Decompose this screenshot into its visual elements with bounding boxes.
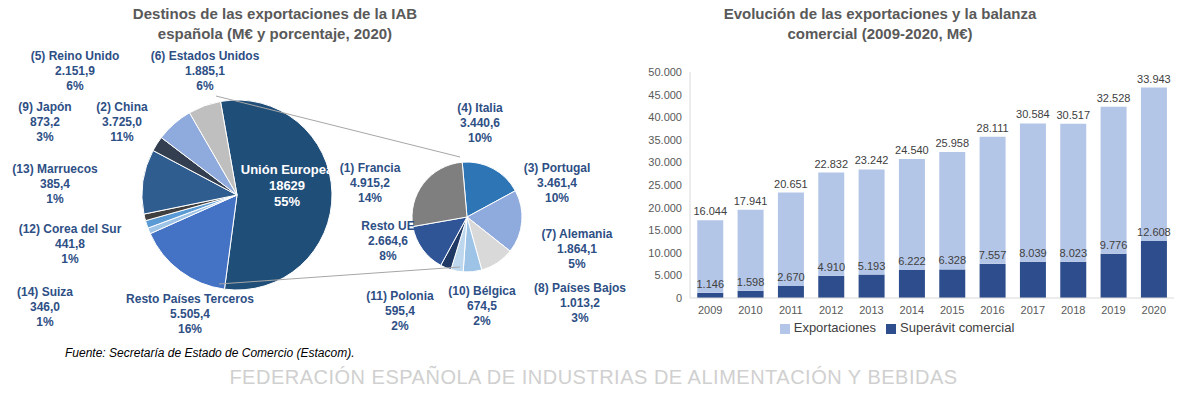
svg-text:2020: 2020	[1142, 304, 1166, 316]
svg-text:2010: 2010	[738, 304, 762, 316]
svg-text:24.540: 24.540	[895, 144, 929, 156]
svg-text:35.000: 35.000	[648, 134, 682, 146]
svg-text:(6) Estados Unidos1.885,16%: (6) Estados Unidos1.885,16%	[151, 49, 260, 93]
svg-text:2015: 2015	[940, 304, 964, 316]
svg-text:28.111: 28.111	[977, 122, 1009, 134]
svg-text:Resto UE2.664,68%: Resto UE2.664,68%	[361, 219, 414, 263]
svg-text:(7) Alemania1.864,15%: (7) Alemania1.864,15%	[542, 227, 613, 271]
svg-text:(11) Polonia595,42%: (11) Polonia595,42%	[366, 289, 434, 333]
html-text:Destinos de las exportaciones: Destinos de las exportaciones de la IAB …	[132, 5, 418, 42]
svg-text:17.941: 17.941	[734, 195, 768, 207]
svg-text:25.000: 25.000	[648, 179, 682, 191]
svg-text:2017: 2017	[1021, 304, 1045, 316]
html-text:Evolución de las exportaciones: Evolución de las exportaciones y la bala…	[723, 5, 1037, 42]
svg-text:8.039: 8.039	[1019, 247, 1047, 259]
svg-text:30.584: 30.584	[1016, 108, 1050, 120]
svg-text:(14) Suiza346,01%: (14) Suiza346,01%	[17, 285, 73, 329]
svg-text:2009: 2009	[698, 304, 722, 316]
svg-text:6.222: 6.222	[898, 255, 926, 267]
svg-text:22.832: 22.832	[814, 158, 848, 170]
svg-text:2013: 2013	[859, 304, 883, 316]
svg-text:2.670: 2.670	[777, 271, 805, 283]
svg-text:12.608: 12.608	[1137, 226, 1171, 238]
svg-text:(12) Corea del Sur441,81%: (12) Corea del Sur441,81%	[19, 222, 122, 266]
svg-text:0: 0	[676, 292, 682, 304]
svg-text:2018: 2018	[1061, 304, 1085, 316]
svg-text:(8) Países Bajos1.013,23%: (8) Países Bajos1.013,23%	[534, 281, 626, 325]
svg-text:2014: 2014	[900, 304, 924, 316]
svg-text:33.943: 33.943	[1137, 73, 1171, 85]
svg-text:10.000: 10.000	[648, 247, 682, 259]
svg-text:2012: 2012	[819, 304, 843, 316]
svg-text:5.000: 5.000	[654, 269, 682, 281]
svg-text:(9) Japón873,23%: (9) Japón873,23%	[18, 100, 71, 144]
svg-text:(3) Portugal3.461,410%: (3) Portugal3.461,410%	[524, 161, 591, 205]
svg-text:25.958: 25.958	[935, 137, 969, 149]
svg-text:2016: 2016	[980, 304, 1004, 316]
svg-text:23.242: 23.242	[855, 154, 889, 166]
svg-text:9.776: 9.776	[1100, 239, 1128, 251]
svg-text:(10) Bélgica674,52%: (10) Bélgica674,52%	[448, 284, 516, 328]
svg-text:45.000: 45.000	[648, 89, 682, 101]
svg-text:7.557: 7.557	[979, 249, 1007, 261]
svg-text:30.517: 30.517	[1056, 109, 1090, 121]
svg-text:20.000: 20.000	[648, 202, 682, 214]
svg-text:5.193: 5.193	[858, 260, 886, 272]
svg-text:Unión Europea1862955%: Unión Europea1862955%	[241, 162, 334, 209]
svg-text:1.598: 1.598	[737, 276, 765, 288]
svg-text:1.146: 1.146	[696, 278, 724, 290]
svg-text:(13) Marruecos385,41%: (13) Marruecos385,41%	[12, 162, 98, 206]
html-text:Fuente: Secretaría de Estado d: Fuente: Secretaría de Estado de Comercio…	[65, 346, 355, 360]
svg-text:30.000: 30.000	[648, 156, 682, 168]
svg-text:20.651: 20.651	[774, 178, 808, 190]
svg-text:2011: 2011	[779, 304, 803, 316]
svg-text:15.000: 15.000	[648, 224, 682, 236]
svg-text:8.023: 8.023	[1059, 247, 1087, 259]
svg-text:16.044: 16.044	[693, 205, 727, 217]
html-text:FEDERACIÓN ESPAÑOLA DE INDUSTR: FEDERACIÓN ESPAÑOLA DE INDUSTRIAS DE ALI…	[229, 366, 958, 388]
html-text:Exportaciones: Exportaciones	[793, 320, 877, 335]
svg-text:6.328: 6.328	[938, 254, 966, 266]
svg-text:(1) Francia4.915,214%: (1) Francia4.915,214%	[340, 161, 401, 205]
svg-text:50.000: 50.000	[648, 66, 682, 78]
svg-text:2019: 2019	[1101, 304, 1125, 316]
svg-text:40.000: 40.000	[648, 111, 682, 123]
svg-text:32.528: 32.528	[1097, 92, 1131, 104]
svg-text:(4) Italia3.440,610%: (4) Italia3.440,610%	[457, 101, 503, 145]
svg-text:Resto Países Terceros5.505,416: Resto Países Terceros5.505,416%	[126, 292, 254, 336]
svg-text:4.910: 4.910	[817, 261, 845, 273]
svg-text:(2) China3.725,011%: (2) China3.725,011%	[96, 100, 148, 144]
html-text:Superávit comercial: Superávit comercial	[900, 320, 1015, 335]
svg-text:(5) Reino Unido2.151,96%: (5) Reino Unido2.151,96%	[31, 49, 120, 93]
